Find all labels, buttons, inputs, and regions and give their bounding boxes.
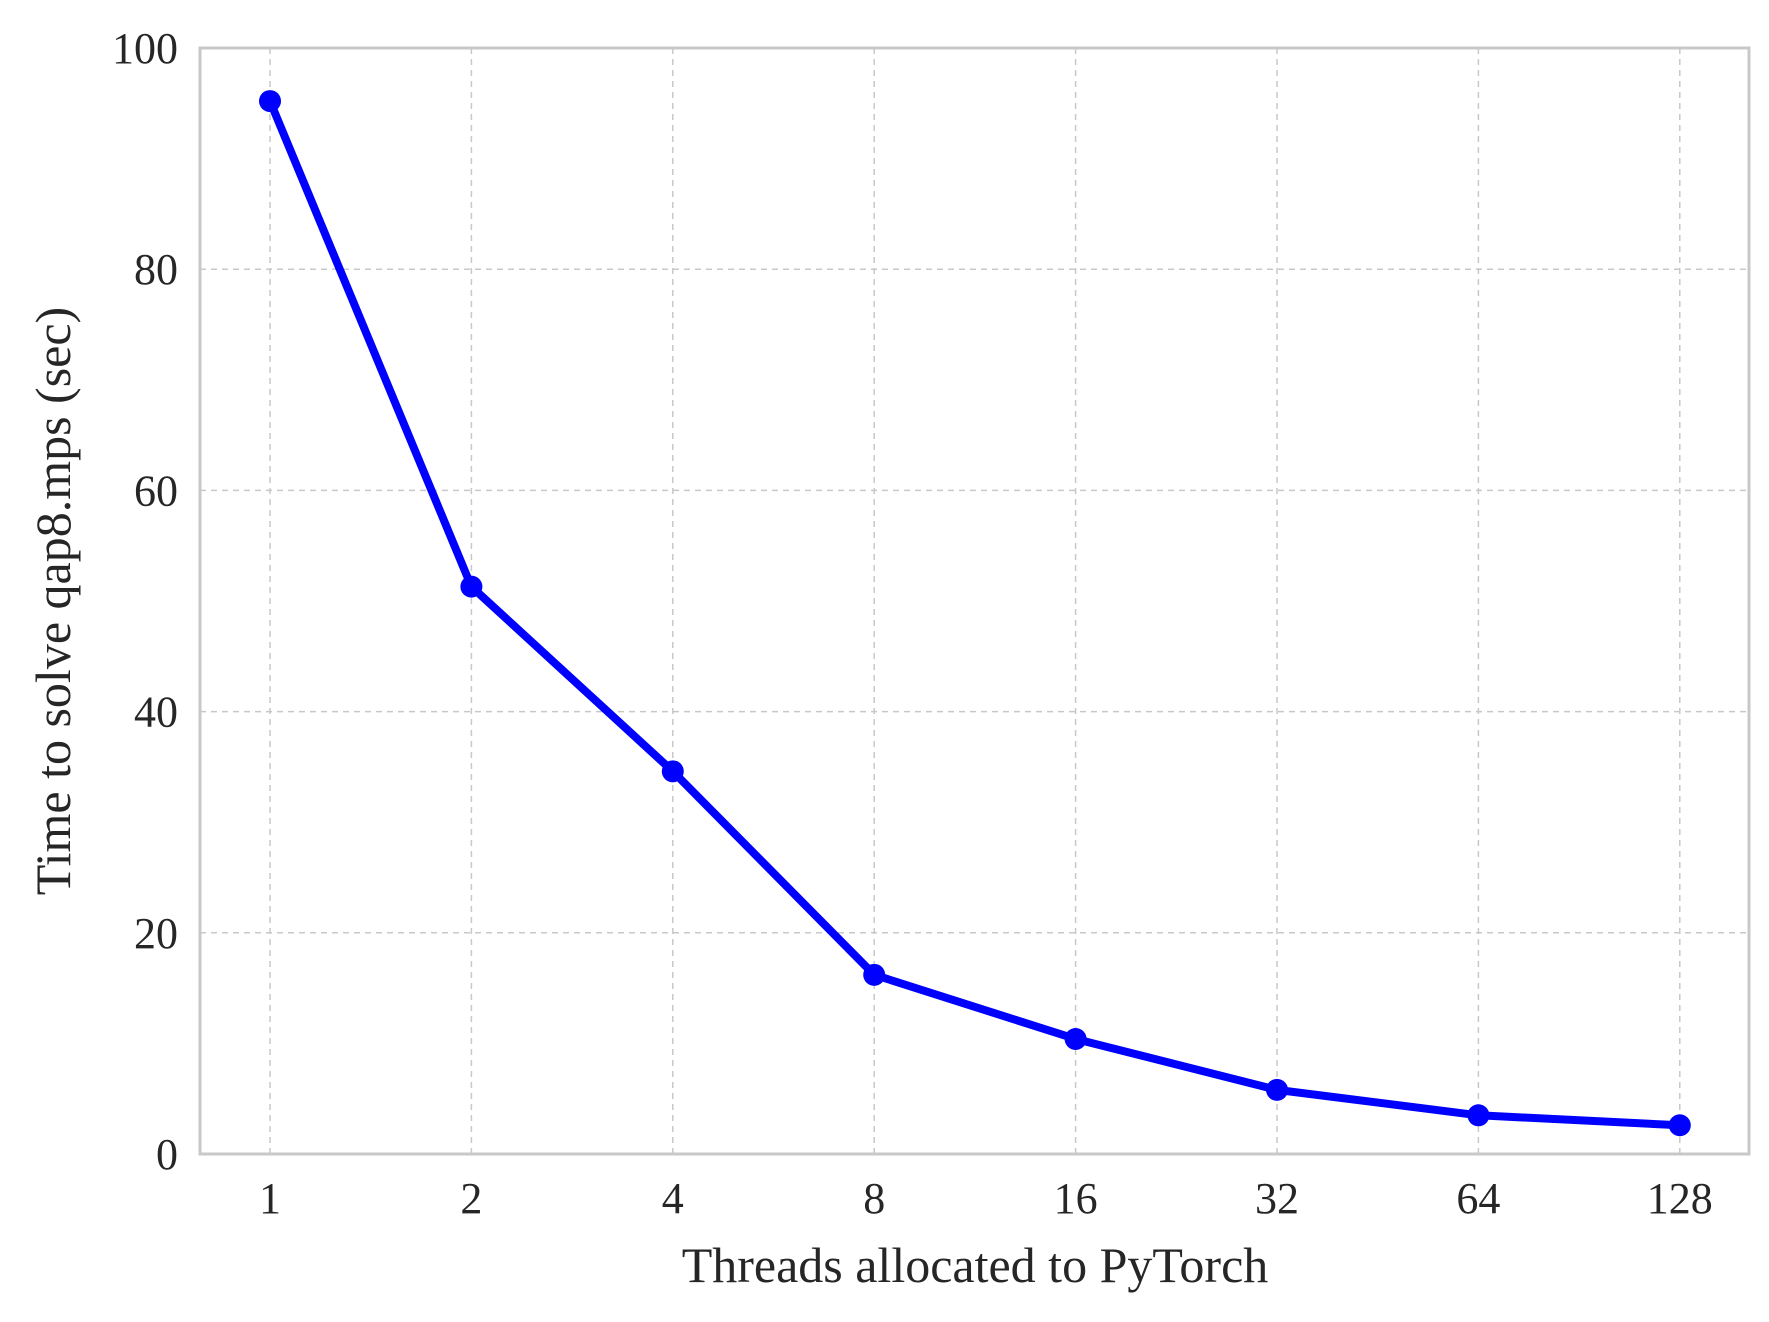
x-axis-title: Threads allocated to PyTorch	[682, 1237, 1269, 1293]
x-tick-label: 128	[1647, 1174, 1713, 1223]
data-point	[1266, 1078, 1288, 1101]
y-tick-label: 60	[134, 466, 178, 515]
x-tick-label: 1	[259, 1174, 281, 1223]
x-tick-label: 32	[1255, 1174, 1299, 1223]
data-point	[1064, 1027, 1087, 1050]
data-point	[1668, 1114, 1691, 1137]
y-tick-label: 100	[112, 24, 178, 73]
series-layer	[259, 90, 1691, 1137]
x-tick-label: 64	[1456, 1174, 1500, 1223]
data-point	[460, 575, 483, 598]
y-axis-title: Time to solve qap8.mps (sec)	[25, 307, 81, 895]
y-tick-label: 80	[134, 245, 178, 294]
x-tick-label: 8	[863, 1174, 885, 1223]
data-point	[661, 760, 684, 783]
data-point	[863, 963, 886, 986]
y-tick-labels: 0 20 40 60 80 100	[112, 24, 178, 1179]
plot-frame	[198, 46, 1751, 1156]
grid	[200, 48, 1749, 1154]
y-tick-label: 20	[134, 909, 178, 958]
y-tick-label: 40	[134, 688, 178, 737]
x-tick-label: 16	[1054, 1174, 1098, 1223]
x-tick-label: 2	[460, 1174, 482, 1223]
x-tick-label: 4	[662, 1174, 684, 1223]
y-tick-label: 0	[156, 1130, 178, 1179]
data-point	[1467, 1104, 1490, 1127]
series-line	[266, 97, 1684, 1130]
x-tick-labels: 1 2 4 8 16 32 64 128	[259, 1174, 1713, 1223]
data-point	[259, 90, 281, 113]
